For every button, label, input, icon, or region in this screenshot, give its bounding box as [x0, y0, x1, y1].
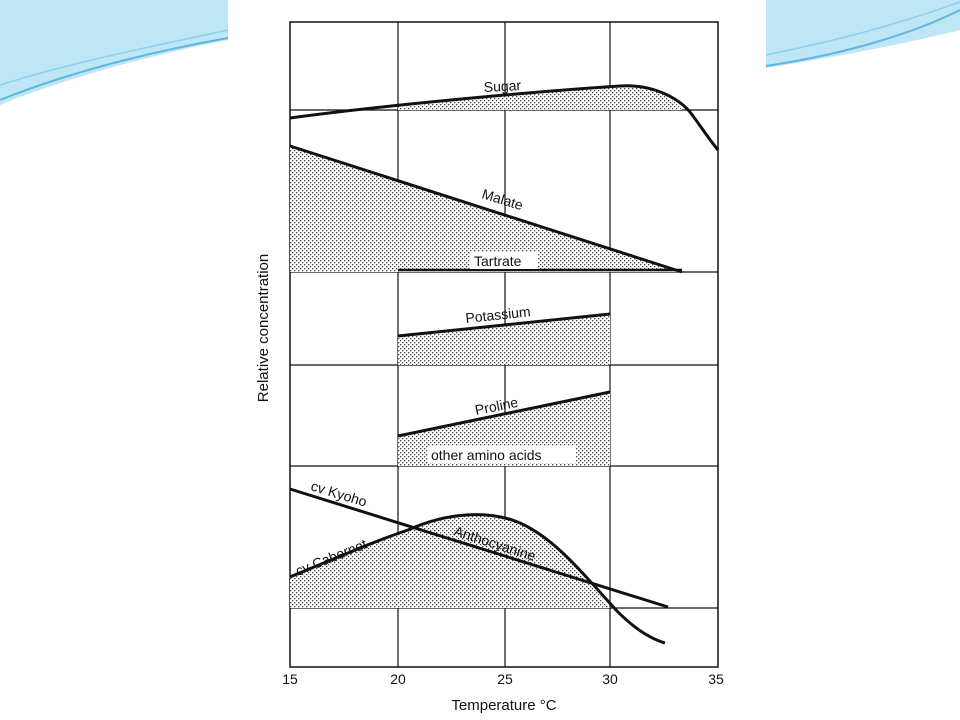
series-sugar: Sugar [289, 77, 720, 151]
kyoho-line [289, 487, 669, 609]
series-potassium: Potassium [397, 303, 611, 365]
x-tick-label: 20 [390, 671, 406, 687]
left-swoosh-decoration [0, 0, 228, 105]
potassium-line [397, 312, 611, 338]
right-swoosh-line [765, 9, 960, 67]
x-tick-label: 25 [497, 671, 513, 687]
malate-line [289, 144, 683, 274]
x-axis-title: Temperature °C [451, 697, 556, 714]
tartrate-label-bg [470, 252, 538, 269]
other-amino-acids-label: other amino acids [431, 447, 542, 463]
x-axis-ticks: 15 20 25 30 35 [282, 671, 724, 687]
right-swoosh-line-2 [765, 1, 960, 56]
proline-line [397, 390, 611, 438]
other-amino-acids-label-bg [428, 446, 576, 463]
x-tick-label: 15 [282, 671, 298, 687]
sugar-label: Sugar [483, 77, 521, 95]
left-swoosh-line [0, 37, 229, 101]
right-swoosh-decoration [766, 0, 960, 68]
cabernet-line [289, 513, 666, 645]
potassium-label: Potassium [465, 303, 532, 326]
potassium-area [398, 314, 610, 365]
sugar-area [398, 85, 682, 110]
tartrate-label: Tartrate [474, 253, 522, 269]
x-tick-label: 30 [602, 671, 618, 687]
series-proline: Proline other amino acids [397, 390, 611, 466]
plot-border [289, 21, 719, 668]
y-axis-title: Relative concentration [255, 254, 272, 402]
sugar-line [289, 84, 720, 151]
left-swoosh-line-2 [0, 29, 229, 86]
x-tick-label: 35 [708, 671, 724, 687]
chart: Sugar Malate Tartrate Potassium Proline … [255, 21, 724, 714]
series-anthocyanine: cv Kyoho cv Cabernet Anthocyanine [289, 478, 669, 645]
series-malate: Malate Tartrate [289, 144, 683, 274]
anthocyanine-area [290, 515, 610, 608]
